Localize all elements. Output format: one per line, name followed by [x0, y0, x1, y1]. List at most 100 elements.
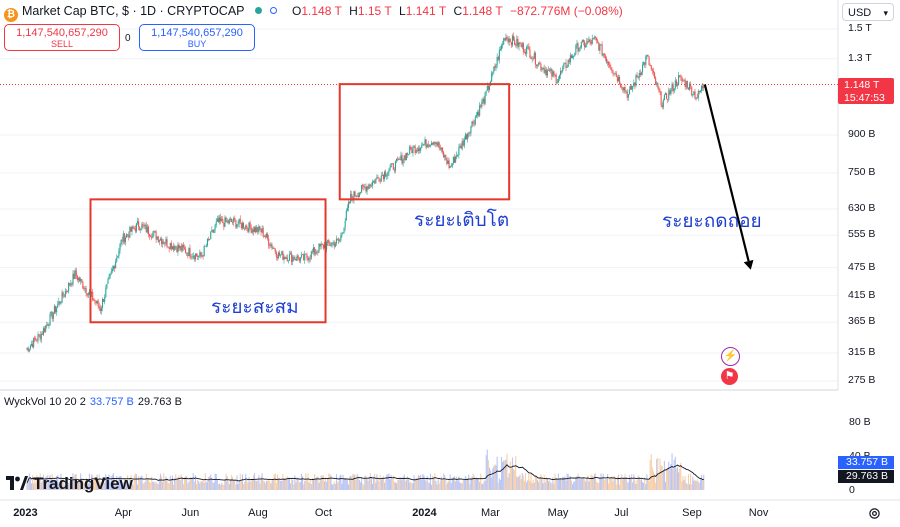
- volume-bar: [370, 477, 372, 490]
- volume-bar: [340, 474, 342, 490]
- volume-bar: [52, 479, 54, 490]
- candle-body: [612, 71, 614, 74]
- candle-body: [262, 228, 264, 237]
- lightning-icon[interactable]: ⚡: [721, 347, 740, 366]
- volume-bar: [145, 473, 147, 490]
- volume-bar: [46, 476, 48, 490]
- tradingview-logo[interactable]: TradingView: [6, 474, 133, 494]
- volume-bar: [151, 476, 153, 490]
- us-flag-icon[interactable]: ⚑: [721, 368, 738, 385]
- candle-body: [374, 180, 376, 184]
- volume-bar: [134, 473, 136, 490]
- candle-body: [323, 244, 325, 249]
- volume-bar: [464, 475, 466, 490]
- candle-body: [539, 63, 541, 65]
- volume-bar: [37, 476, 39, 490]
- volume-bar: [560, 478, 562, 490]
- volume-bar: [312, 480, 315, 490]
- candle-body: [225, 217, 227, 222]
- price-axis-label: 275 B: [848, 374, 876, 386]
- volume-bar: [694, 479, 696, 490]
- volume-bar: [187, 483, 189, 490]
- volume-bar: [545, 477, 547, 490]
- volume-bar: [558, 478, 561, 490]
- volume-bar: [258, 475, 260, 490]
- candle-body: [561, 70, 563, 72]
- candle-body: [165, 239, 167, 244]
- volume-bar: [680, 462, 682, 490]
- candle-body: [492, 71, 494, 73]
- volume-bar: [696, 479, 698, 490]
- candle-body: [620, 84, 622, 88]
- candle-body: [208, 239, 210, 240]
- candle-body: [391, 163, 393, 165]
- volume-bar: [333, 481, 335, 490]
- volume-bar: [537, 479, 539, 490]
- volume-bar: [533, 482, 535, 490]
- candle-body: [381, 175, 383, 176]
- volume-bar: [484, 480, 486, 490]
- candle-body: [192, 255, 194, 257]
- candle-body: [523, 51, 526, 53]
- candle-body: [355, 196, 357, 198]
- volume-indicator-header[interactable]: WyckVol 10 20 2 33.757 B 29.763 B: [4, 396, 182, 408]
- sell-button[interactable]: 1,147,540,657,290 SELL: [4, 24, 120, 51]
- candle-body: [143, 225, 145, 227]
- candle-body: [39, 334, 41, 340]
- volume-bar: [171, 475, 174, 490]
- volume-bar: [605, 478, 608, 490]
- volume-bar: [461, 483, 463, 490]
- candle-body: [408, 154, 410, 156]
- volume-bar: [522, 475, 524, 490]
- currency-select[interactable]: USD ▾: [842, 3, 894, 21]
- candle-body: [585, 45, 587, 48]
- volume-bar: [457, 480, 459, 490]
- volume-bar: [363, 484, 365, 490]
- price-axis-label: 315 B: [848, 345, 876, 358]
- volume-bar: [270, 483, 272, 490]
- candle-body: [417, 148, 419, 151]
- volume-bar: [215, 474, 217, 490]
- candle-body: [35, 339, 37, 341]
- candle-body: [32, 343, 34, 348]
- volume-bar: [92, 475, 94, 490]
- candle-body: [281, 251, 283, 255]
- buy-button[interactable]: 1,147,540,657,290 BUY: [139, 24, 255, 51]
- volume-bar: [608, 483, 610, 490]
- volume-bar: [580, 477, 582, 490]
- volume-bar: [228, 484, 230, 490]
- candle-body: [320, 243, 322, 247]
- candle-body: [645, 56, 647, 65]
- candle-body: [242, 223, 245, 229]
- volume-bar: [564, 476, 566, 490]
- volume-bar: [607, 474, 609, 490]
- candle-body: [385, 171, 387, 177]
- settings-icon[interactable]: [868, 507, 881, 520]
- candle-body: [232, 221, 234, 223]
- candle-body: [488, 85, 491, 90]
- candle-body: [361, 185, 363, 193]
- volume-bar: [620, 478, 622, 490]
- candle-body: [394, 161, 397, 171]
- candle-body: [45, 325, 47, 332]
- volume-bar: [613, 475, 615, 490]
- volume-bar: [181, 477, 183, 490]
- volume-bar: [385, 479, 387, 490]
- candle-body: [339, 240, 341, 242]
- volume-bar: [459, 482, 461, 490]
- volume-bar: [117, 482, 119, 490]
- candle-body: [682, 81, 684, 82]
- price-axis-label: 1.5 T: [848, 22, 872, 34]
- symbol-title[interactable]: Market Cap BTC, $ · 1D · CRYPTOCAP: [22, 4, 245, 18]
- candle-body: [432, 142, 434, 145]
- volume-axis-label: 80 B: [849, 416, 871, 428]
- volume-bar: [334, 484, 336, 490]
- volume-bar: [621, 474, 623, 490]
- volume-bar: [421, 480, 423, 490]
- candle-body: [655, 77, 657, 85]
- candle-body: [479, 105, 481, 116]
- volume-bar: [568, 476, 570, 490]
- candle-body: [147, 226, 149, 235]
- volume-bar: [439, 480, 441, 490]
